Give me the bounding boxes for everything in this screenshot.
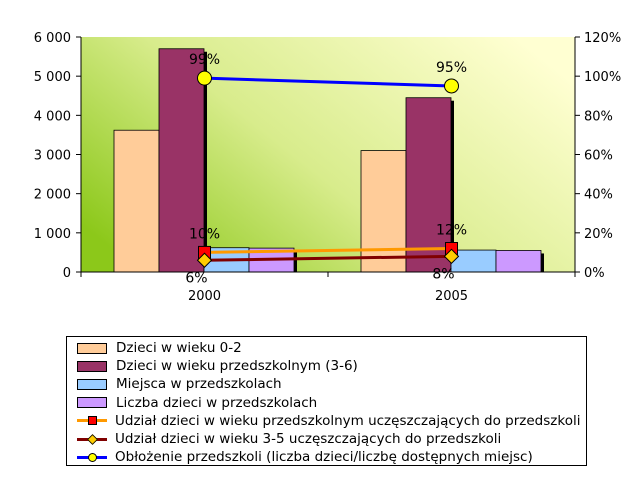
left-tick-label: 3 000 [34, 149, 71, 164]
data-label: 95% [436, 60, 467, 76]
legend-item: Dzieci w wieku przedszkolnym (3-6) [77, 357, 586, 375]
legend-swatch [77, 452, 107, 463]
x-tick-label: 2000 [188, 289, 221, 304]
line-series-0 [204, 247, 452, 254]
legend-label: Udział dzieci w wieku 3-5 uczęszczającyc… [115, 431, 502, 448]
legend-swatch [77, 433, 107, 445]
data-label: 8% [432, 266, 454, 282]
data-label: 10% [189, 226, 220, 242]
right-tick-label: 80% [584, 109, 613, 124]
diamond-marker [196, 252, 213, 268]
legend-label: Obłożenie przedszkoli (liczba dzieci/lic… [115, 449, 533, 466]
right-tick-label: 40% [584, 188, 613, 203]
legend-label: Miejsca w przedszkolach [116, 376, 282, 393]
left-tick-label: 0 [63, 266, 71, 281]
left-tick-label: 1 000 [34, 227, 71, 242]
legend-swatch [77, 342, 107, 354]
bar-layer [113, 48, 544, 273]
bar-0-0 [113, 129, 160, 273]
legend-label: Udział dzieci w wieku przedszkolnym uczę… [115, 412, 581, 429]
bar-3-1 [495, 250, 542, 273]
data-label: 12% [436, 223, 467, 239]
bar-1-0 [158, 48, 205, 273]
legend: Dzieci w wieku 0-2 Dzieci w wieku przedsz… [66, 336, 587, 466]
line-series-2 [204, 76, 452, 88]
right-tick-label: 0% [584, 266, 605, 281]
left-tick-label: 5 000 [34, 70, 71, 85]
left-tick-label: 6 000 [34, 31, 71, 46]
legend-swatch [77, 415, 107, 426]
legend-item: Obłożenie przedszkoli (liczba dzieci/lic… [77, 448, 586, 466]
label-layer: 10% 12% 6% 8% 99% 95% [185, 52, 467, 286]
left-tick-label: 4 000 [34, 109, 71, 124]
legend-item: Udział dzieci w wieku 3-5 uczęszczającyc… [77, 430, 586, 448]
line-series-1 [204, 254, 452, 262]
legend-swatch [77, 360, 107, 372]
bar-1-1 [405, 97, 452, 273]
diamond-marker [443, 248, 460, 265]
legend-item: Dzieci w wieku 0-2 [77, 339, 586, 357]
legend-item: Liczba dzieci w przedszkolach [77, 394, 586, 412]
left-tick-label: 2 000 [34, 188, 71, 203]
right-tick-label: 100% [584, 70, 621, 85]
right-tick-label: 20% [584, 227, 613, 242]
line-layer [196, 70, 460, 268]
right-tick-label: 120% [584, 31, 621, 46]
data-label: 6% [185, 270, 207, 286]
bar-0-1 [360, 150, 407, 273]
x-tick-label: 2005 [435, 289, 468, 304]
legend-swatch [77, 378, 107, 390]
legend-swatch [77, 397, 107, 409]
legend-label: Dzieci w wieku przedszkolnym (3-6) [116, 358, 358, 375]
circle-marker [197, 70, 212, 86]
data-label: 99% [189, 52, 220, 68]
right-tick-label: 60% [584, 149, 613, 164]
axes-layer: 0 1 000 2 000 3 000 4 000 5 000 6 000 0% 20% 40% 6… [34, 31, 621, 304]
circle-marker [444, 78, 459, 94]
legend-item: Miejsca w przedszkolach [77, 375, 586, 393]
legend-label: Dzieci w wieku 0-2 [116, 340, 242, 357]
legend-item: Udział dzieci w wieku przedszkolnym uczę… [77, 412, 586, 430]
legend-label: Liczba dzieci w przedszkolach [116, 394, 318, 411]
chart: 0 1 000 2 000 3 000 4 000 5 000 6 000 0% 20% 40% 6… [34, 31, 621, 304]
